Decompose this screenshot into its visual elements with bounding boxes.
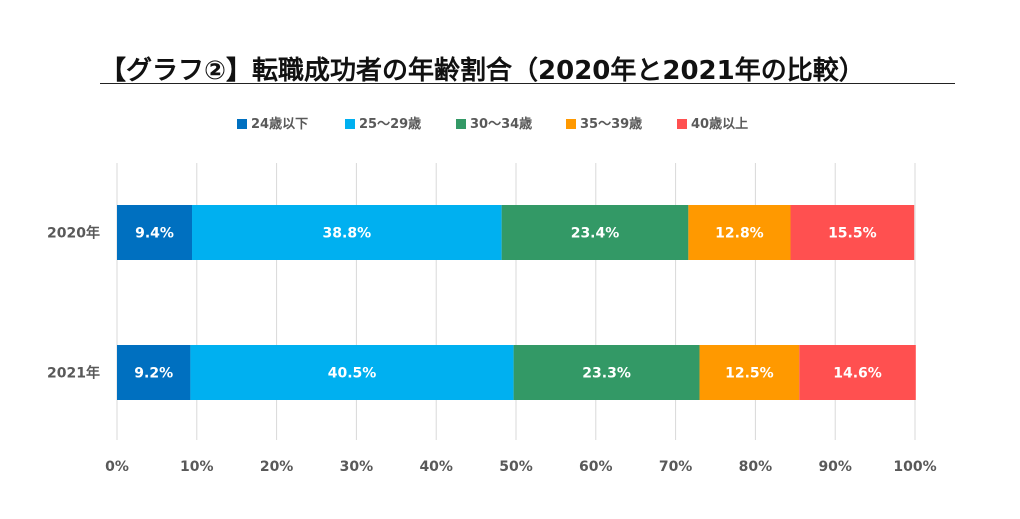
data-label: 12.5% [725, 366, 774, 382]
legend-swatch [566, 119, 576, 129]
legend-swatch [345, 119, 355, 129]
legend-swatch [456, 119, 466, 129]
data-label: 15.5% [828, 226, 877, 242]
bar-segment [790, 205, 915, 260]
category-label: 2020年 [47, 225, 100, 242]
x-tick-label: 70% [659, 459, 693, 475]
x-tick-label: 100% [893, 459, 936, 475]
data-label: 23.3% [582, 366, 631, 382]
x-tick-label: 30% [340, 459, 374, 475]
legend-item: 40歳以上 [677, 116, 748, 132]
bar-segment [117, 205, 193, 260]
bar-segment [190, 345, 514, 400]
bar-segment [699, 345, 800, 400]
category-label: 2021年 [47, 365, 100, 382]
bars [117, 205, 916, 400]
bar-segment [192, 205, 502, 260]
bar-segment [501, 205, 689, 260]
data-labels: 9.4% 38.8% 23.4% 12.8% 15.5% 9.2% 40.5% 23.3% 12… [134, 226, 882, 382]
legend-item: 24歳以下 [237, 116, 308, 132]
legend-label: 35～39歳 [580, 116, 642, 132]
legend: 24歳以下 25～29歳 30～34歳 35～39歳 40歳以上 [237, 116, 748, 132]
data-label: 14.6% [833, 366, 882, 382]
x-tick-label: 90% [818, 459, 852, 475]
legend-label: 40歳以上 [691, 116, 748, 132]
legend-swatch [237, 119, 247, 129]
data-label: 9.2% [134, 366, 173, 382]
category-axis: 2020年 2021年 [47, 225, 100, 382]
x-tick-label: 10% [180, 459, 214, 475]
x-tick-label: 40% [419, 459, 453, 475]
legend-item: 25～29歳 [345, 116, 421, 132]
chart-title: 【グラフ②】転職成功者の年齢割合（2020年と2021年の比較） [100, 56, 865, 86]
data-label: 38.8% [323, 226, 372, 242]
legend-item: 35～39歳 [566, 116, 642, 132]
legend-label: 30～34歳 [470, 116, 532, 132]
bar-segment [799, 345, 916, 400]
x-tick-label: 50% [499, 459, 533, 475]
legend-label: 25～29歳 [359, 116, 421, 132]
data-label: 40.5% [328, 366, 377, 382]
legend-swatch [677, 119, 687, 129]
legend-label: 24歳以下 [251, 116, 308, 132]
x-tick-label: 0% [105, 459, 129, 475]
x-tick-label: 20% [260, 459, 294, 475]
x-tick-label: 80% [739, 459, 773, 475]
bar-segment [117, 345, 191, 400]
data-label: 12.8% [715, 226, 764, 242]
legend-item: 30～34歳 [456, 116, 532, 132]
value-axis: 0% 10% 20% 30% 40% 50% 60% 70% 80% 90% 100% [105, 459, 937, 475]
x-tick-label: 60% [579, 459, 613, 475]
title-underline [100, 83, 955, 84]
bar-segment [513, 345, 700, 400]
data-label: 9.4% [135, 226, 174, 242]
bar-segment [688, 205, 791, 260]
data-label: 23.4% [571, 226, 620, 242]
